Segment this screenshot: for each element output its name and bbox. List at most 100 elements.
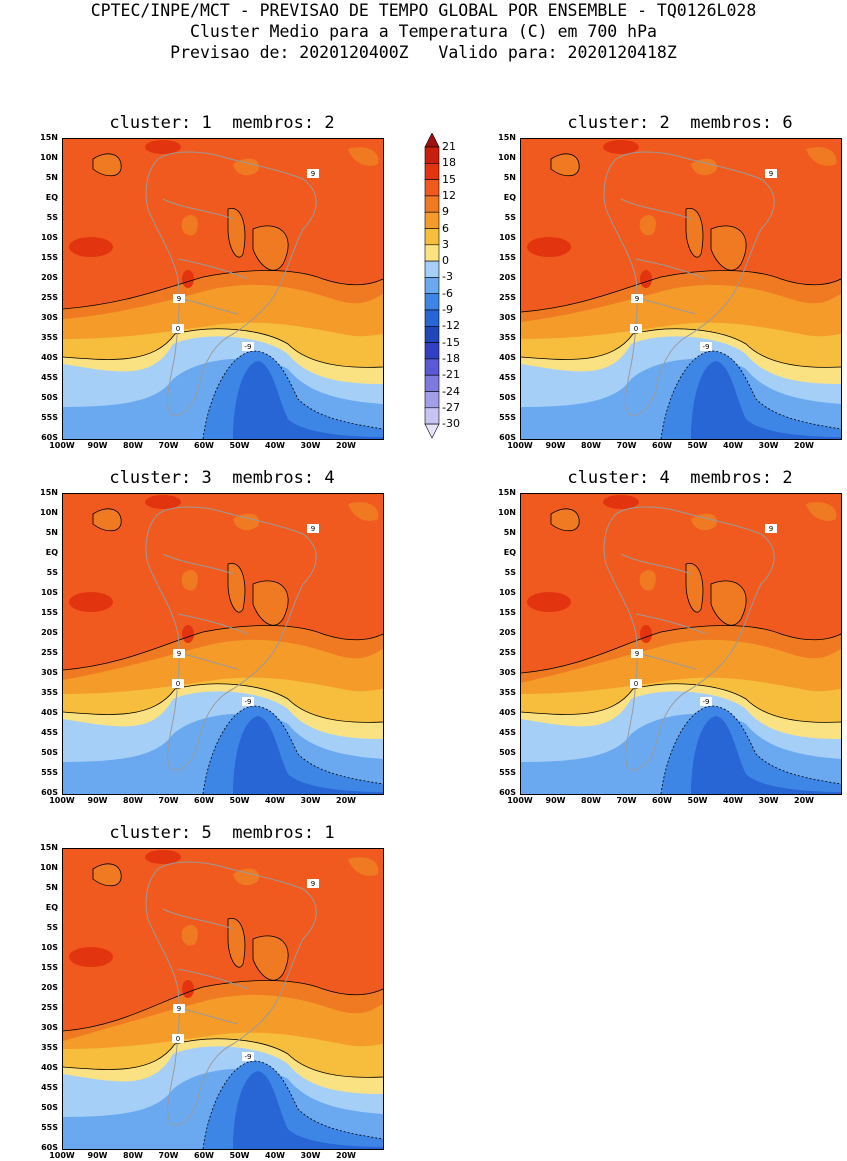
lon-tick-label: 30W xyxy=(758,441,779,450)
lat-tick-label: 5S xyxy=(46,923,58,932)
lat-tick-label: 20S xyxy=(499,273,516,282)
contour-m9 xyxy=(202,350,383,439)
lat-tick-label: 20S xyxy=(41,983,58,992)
map-svg: 9 9 0 -9 xyxy=(63,849,383,1149)
lat-tick-label: 25S xyxy=(41,1003,58,1012)
contour-m9 xyxy=(202,705,383,794)
label-m9-bg xyxy=(700,697,712,706)
island-brazil xyxy=(711,580,747,626)
lon-tick-label: 30W xyxy=(300,796,321,805)
label-9-bg xyxy=(173,1004,185,1013)
lat-tick-label: 15N xyxy=(40,488,58,497)
lat-tick-label: 40S xyxy=(499,353,516,362)
lon-tick-label: 80W xyxy=(123,441,143,450)
lon-tick-label: 20W xyxy=(336,796,356,805)
south-america-outline xyxy=(603,151,775,416)
lat-tick-label: 15N xyxy=(498,488,516,497)
island-amazon xyxy=(686,208,703,258)
lon-tick-label: 20W xyxy=(794,796,814,805)
label-9b-bg xyxy=(307,169,319,178)
label-m9-bg xyxy=(700,342,712,351)
island-c xyxy=(181,924,198,946)
lat-tick-label: 10N xyxy=(40,153,58,162)
south-america-outline xyxy=(603,506,775,771)
lat-tick-label: EQ xyxy=(45,548,58,557)
colorbar-cell xyxy=(424,293,440,311)
lon-tick-label: 80W xyxy=(581,796,601,805)
hotspot-north xyxy=(145,495,181,509)
colorbar-level-label: -21 xyxy=(442,368,460,382)
hotspot-west xyxy=(527,237,571,257)
lat-tick-label: 50S xyxy=(499,748,516,757)
island-c xyxy=(181,569,198,591)
island-n xyxy=(691,513,717,531)
colorbar-level-label: 12 xyxy=(442,188,456,202)
island-ne xyxy=(806,502,837,521)
lat-tick-label: 30S xyxy=(499,313,516,322)
lon-tick-label: 90W xyxy=(87,796,108,805)
temperature-map: 9 9 0 -9 xyxy=(62,493,384,795)
lat-tick-label: 10S xyxy=(41,943,58,952)
contour-0 xyxy=(521,328,841,368)
temperature-map: 9 9 0 -9 xyxy=(62,848,384,1150)
contour-m9 xyxy=(202,1060,383,1149)
lat-tick-label: 15S xyxy=(41,963,58,972)
label-0-bg xyxy=(630,324,642,333)
island-amazon xyxy=(228,208,245,258)
colorbar-cell xyxy=(424,179,440,197)
contour-9 xyxy=(63,625,383,671)
lon-tick-label: 30W xyxy=(758,796,779,805)
island-brazil xyxy=(253,225,289,271)
lon-tick-label: 70W xyxy=(616,441,637,450)
colorbar-level-label: -24 xyxy=(442,384,460,398)
lat-tick-label: 55S xyxy=(41,1123,58,1132)
lat-tick-label: 5S xyxy=(46,213,58,222)
contour-island-nw xyxy=(92,863,122,887)
hotspot-andes xyxy=(182,625,194,643)
colorbar-cell xyxy=(424,162,440,180)
lat-tick-label: 30S xyxy=(41,313,58,322)
contour-island-brazil xyxy=(710,225,747,271)
contour-0 xyxy=(63,683,383,723)
colorbar-cell xyxy=(424,146,440,164)
lon-tick-label: 50W xyxy=(229,441,250,450)
colorbar-svg xyxy=(424,133,440,439)
contour-9 xyxy=(63,980,383,1032)
lat-tick-label: 40S xyxy=(41,353,58,362)
colorbar-level-label: -15 xyxy=(442,335,460,349)
colorbar-level-label: -30 xyxy=(442,417,460,431)
lat-tick-label: 50S xyxy=(41,1103,58,1112)
map-svg: 9 9 0 -9 xyxy=(521,494,841,794)
lat-tick-label: 55S xyxy=(499,768,516,777)
hotspot-north xyxy=(603,140,639,154)
colorbar-cell xyxy=(424,228,440,246)
lat-tick-label: 15N xyxy=(498,133,516,142)
south-america-outline xyxy=(145,861,317,1126)
island-brazil xyxy=(711,225,747,271)
island-nw xyxy=(93,153,122,176)
lon-tick-label: 90W xyxy=(545,441,566,450)
label-m9: -9 xyxy=(703,698,710,706)
map-svg: 9 9 0 -9 xyxy=(63,139,383,439)
island-c xyxy=(181,214,198,236)
country-borders xyxy=(620,553,707,670)
lon-tick-label: 90W xyxy=(545,796,566,805)
lon-tick-label: 60W xyxy=(194,441,214,450)
hotspot-north xyxy=(145,850,181,864)
hotspot-andes xyxy=(182,980,194,998)
colorbar-cell xyxy=(424,358,440,376)
label-m9-bg xyxy=(242,342,254,351)
colorbar-level-label: -12 xyxy=(442,319,460,333)
title-line-3: Previsao de: 2020120400Z Valido para: 20… xyxy=(170,43,677,62)
lat-tick-label: 15S xyxy=(499,608,516,617)
lat-tick-label: 20S xyxy=(41,273,58,282)
band-m12 xyxy=(233,1071,383,1149)
label-9-bg xyxy=(631,649,643,658)
lon-tick-label: 80W xyxy=(123,796,143,805)
contour-island-nw xyxy=(92,508,122,532)
contour-island-amazon xyxy=(685,563,704,613)
colorbar-cell xyxy=(424,374,440,392)
lat-tick-label: EQ xyxy=(503,548,516,557)
colorbar-cell xyxy=(424,309,440,327)
lon-tick-label: 40W xyxy=(265,441,285,450)
